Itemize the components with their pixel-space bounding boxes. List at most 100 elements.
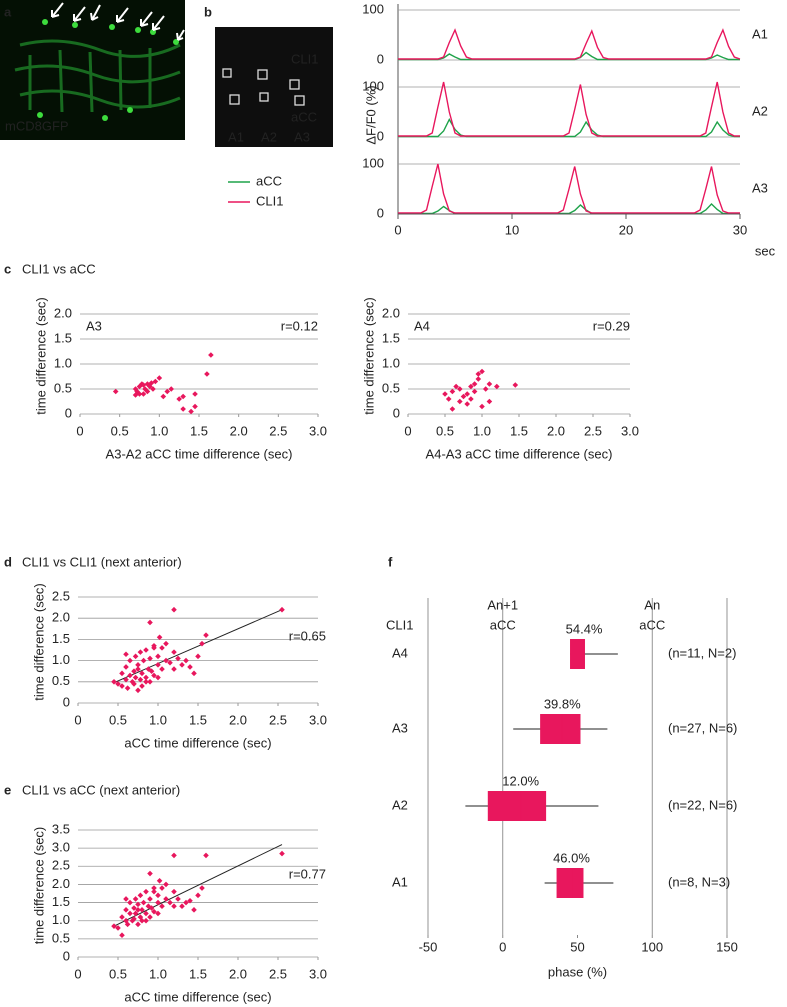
scatter-point — [188, 408, 194, 415]
scatter-point — [494, 383, 500, 390]
scatter-point — [119, 670, 125, 677]
x-tick-label: 3.0 — [309, 712, 327, 727]
scatter-point — [147, 679, 153, 685]
y-tick-label: 0 — [377, 128, 384, 143]
x-axis-label: A3-A2 aCC time difference (sec) — [106, 446, 293, 461]
scatter-point — [183, 657, 189, 664]
scatter-point — [279, 850, 285, 857]
y-axis-label: time difference (sec) — [31, 827, 46, 945]
scatter-point — [159, 645, 165, 651]
scatter-point — [171, 606, 177, 613]
annotation: r=0.29 — [593, 318, 630, 333]
x-tick-label: 2.5 — [584, 423, 602, 438]
scatter-point — [148, 905, 155, 911]
scatter-point — [203, 852, 209, 859]
scatter-point — [119, 932, 125, 939]
scatter-point — [143, 910, 149, 917]
x-tick-label: 0 — [499, 939, 506, 954]
scatter-point — [471, 388, 478, 395]
annotation: r=0.77 — [289, 866, 326, 881]
scatter-point — [123, 907, 129, 913]
scatter-point — [111, 923, 117, 929]
legend-label: aCC — [256, 173, 282, 188]
panel-label: f — [388, 554, 393, 569]
scatter-point — [140, 899, 147, 906]
trace-line — [398, 118, 740, 138]
scatter-point — [159, 666, 165, 672]
scatter-point — [124, 921, 131, 928]
reference-label: aCC — [639, 617, 665, 632]
y-tick-label: 3.5 — [52, 821, 70, 836]
scatter-point — [475, 371, 482, 377]
y-tick-label: 0 — [65, 405, 72, 420]
category-header: CLI1 — [386, 617, 413, 632]
category-label: A2 — [392, 797, 408, 812]
scatter-point — [132, 910, 139, 917]
scatter-point — [136, 391, 143, 397]
category-label: A4 — [392, 645, 408, 660]
x-tick-label: 2.0 — [229, 712, 247, 727]
scatter-point — [132, 896, 139, 902]
scatter-point — [132, 392, 139, 398]
scatter-point — [139, 907, 145, 913]
scatter-point — [208, 352, 214, 358]
scatter-point — [171, 852, 177, 859]
scatter-point — [171, 666, 177, 672]
category-label: A3 — [392, 720, 408, 735]
reference-label: An — [644, 597, 660, 612]
x-tick-label: -50 — [419, 939, 438, 954]
note: (n=11, N=2) — [668, 645, 736, 660]
scatter-point — [175, 655, 181, 662]
scatter-point — [199, 640, 205, 647]
scatter-point — [135, 662, 141, 668]
panel-label: b — [204, 4, 212, 19]
x-tick-label: 0 — [394, 222, 401, 237]
scatter-point — [486, 381, 493, 387]
panel-label: a — [4, 4, 12, 19]
scatter-point — [127, 899, 133, 906]
y-tick-label: 2.0 — [52, 610, 70, 625]
scatter-point — [475, 376, 482, 382]
scatter-point — [131, 905, 137, 911]
scatter-point — [112, 388, 119, 395]
scatter-point — [147, 870, 153, 877]
image-background — [215, 27, 333, 147]
panel-label: c — [4, 261, 11, 276]
row-label: A1 — [752, 26, 768, 41]
x-tick-label: 0.5 — [109, 966, 127, 981]
y-tick-label: 0 — [393, 405, 400, 420]
x-tick-label: 0.5 — [109, 712, 127, 727]
scatter-point — [167, 899, 173, 906]
scatter-point — [195, 653, 201, 660]
scatter-point — [192, 391, 198, 397]
x-tick-label: 3.0 — [309, 423, 327, 438]
reference-label: aCC — [490, 617, 516, 632]
y-tick-label: 1.0 — [52, 652, 70, 667]
scatter-point — [180, 393, 186, 400]
scatter-point — [127, 672, 133, 679]
scatter-point — [176, 396, 182, 402]
box — [540, 714, 581, 744]
scatter-point — [468, 383, 474, 390]
scatter-point — [187, 897, 193, 904]
scatter-point — [127, 910, 133, 917]
scatter-point — [183, 899, 189, 906]
scatter-point — [147, 655, 153, 662]
scatter-point — [123, 651, 129, 658]
x-tick-label: 0 — [76, 423, 83, 438]
scatter-point — [152, 378, 159, 385]
x-tick-label: 1.5 — [189, 712, 207, 727]
scatter-point — [143, 679, 149, 685]
y-axis-label: ΔF/F0 (%) — [363, 85, 378, 144]
scatter-point — [155, 899, 161, 906]
arrows — [51, 2, 185, 41]
scatter-point — [144, 388, 151, 395]
scatter-point — [187, 664, 193, 670]
x-tick-label: 0 — [74, 966, 81, 981]
panel-heading: CLI1 vs CLI1 (next anterior) — [22, 554, 182, 569]
scatter-point — [131, 668, 137, 674]
scatter-point — [139, 683, 145, 689]
fit-line — [113, 609, 283, 684]
